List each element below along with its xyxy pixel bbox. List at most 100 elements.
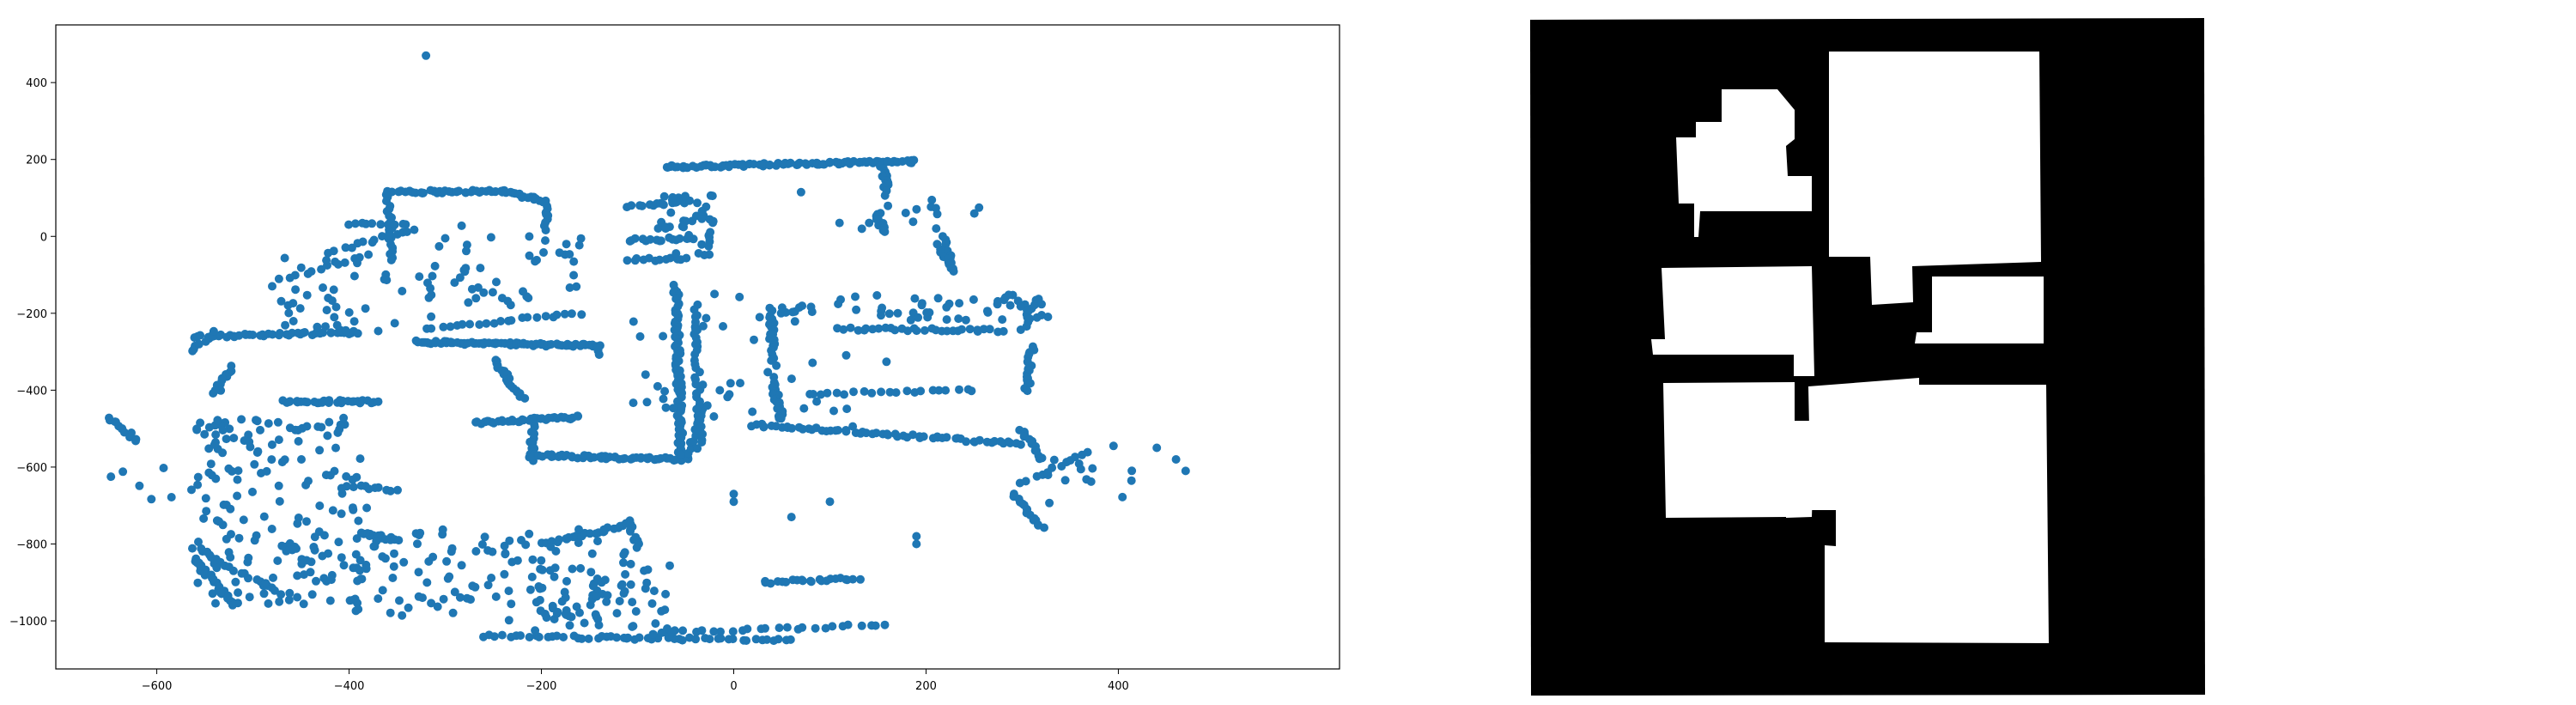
scatter-point [322,256,331,265]
scatter-point [329,246,338,256]
scatter-point [374,397,383,406]
scatter-point [697,207,707,216]
scatter-point [949,267,958,276]
scatter-point [1127,476,1136,485]
scatter-point [573,411,582,421]
scatter-point [575,608,584,617]
scatter-point [211,599,220,608]
scatter-point [1005,439,1015,447]
scatter-point [676,380,685,389]
scatter-point [961,315,970,325]
scatter-point [446,322,455,331]
scatter-point [716,627,725,636]
scatter-point [677,635,687,645]
scatter-point [460,267,470,277]
x-tick-label: −600 [142,680,173,693]
scatter-point [268,282,276,291]
scatter-point [339,413,349,422]
scatter-point [306,568,315,577]
scatter-point [637,201,647,210]
scatter-point [328,506,337,515]
scatter-point [237,415,246,424]
scatter-point [273,556,283,565]
scatter-point [619,550,629,559]
scatter-point [546,542,556,551]
scatter-point [274,435,283,445]
scatter-point [861,324,871,333]
scatter-point [468,581,477,591]
scatter-point [248,487,257,496]
scatter-point [567,612,576,622]
scatter-point [341,243,350,252]
scatter-point [1076,465,1085,474]
scatter-point [716,634,726,643]
scatter-point [532,313,542,322]
map-free-space [1651,52,2049,643]
scatter-point [880,227,890,236]
scatter-point [1088,464,1097,473]
scatter-point [280,455,289,465]
scatter-point [594,349,604,359]
scatter-point [289,317,298,325]
scatter-point [702,313,711,323]
scatter-point [708,191,717,201]
scatter-point [475,320,484,329]
scatter-point [955,385,963,394]
scatter-point [349,271,359,281]
scatter-point [269,573,277,582]
scatter-point [902,386,912,396]
scatter-point [885,387,895,397]
scatter-point [339,561,349,570]
scatter-point [209,389,218,398]
scatter-point [209,574,218,584]
scatter-point [388,574,398,582]
scatter-point [471,547,481,556]
scatter-point [562,240,571,249]
scatter-point [326,575,336,585]
scatter-point [325,396,334,405]
scatter-point [234,533,244,543]
scatter-point [681,191,690,201]
scatter-point [507,599,516,609]
scatter-point [295,304,305,313]
scatter-point [248,331,258,339]
scatter-point [106,472,116,482]
scatter-point [565,250,574,259]
scatter-point [322,306,331,315]
scatter-point [401,220,410,229]
scatter-point [691,325,701,334]
scatter-point [353,258,361,268]
scatter-point [312,576,320,586]
scatter-point [259,512,269,521]
scatter-point [828,622,837,631]
scatter-point [302,422,312,431]
scatter-point [244,553,253,562]
scatter-point [631,607,641,616]
scatter-point [352,534,361,544]
scatter-point [331,302,341,312]
scatter-point [659,191,669,201]
scatter-point [380,275,389,284]
scatter-point [884,201,893,210]
scatter-point [389,562,398,571]
scatter-point [647,599,657,608]
scatter-point [245,593,254,602]
scatter-point [516,631,526,641]
scatter-point [552,310,562,319]
scatter-point [325,596,335,605]
scatter-point [467,284,477,294]
scatter-point [1021,477,1030,486]
scatter-point [433,602,442,611]
scatter-point [188,544,197,553]
scatter-point [755,313,764,322]
scatter-point [823,388,832,398]
scatter-point [250,536,259,545]
scatter-point [1037,300,1046,309]
scatter-point [799,404,809,413]
scatter-point [1071,453,1079,462]
scatter-point [319,531,329,540]
scatter-point [218,426,228,435]
scatter-point [395,596,404,605]
scatter-point [555,535,563,544]
scatter-point [284,398,294,406]
